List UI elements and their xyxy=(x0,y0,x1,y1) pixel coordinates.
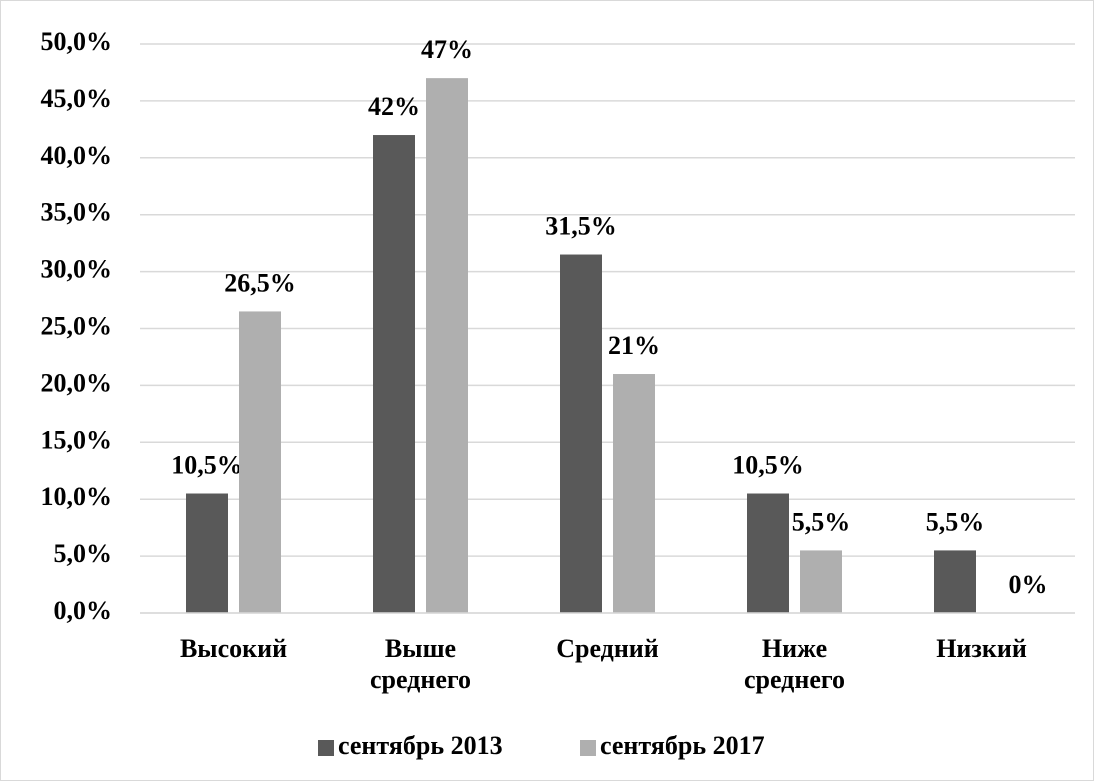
data-label: 42% xyxy=(368,92,420,121)
bar xyxy=(239,311,281,613)
data-label: 5,5% xyxy=(926,507,985,536)
bar xyxy=(934,550,976,613)
y-tick-label: 0,0% xyxy=(54,596,113,625)
data-label: 26,5% xyxy=(224,268,296,297)
bar xyxy=(560,254,602,613)
data-label: 21% xyxy=(608,331,660,360)
y-tick-label: 30,0% xyxy=(41,255,113,284)
y-tick-label: 20,0% xyxy=(41,368,113,397)
y-tick-label: 25,0% xyxy=(41,311,113,340)
bar xyxy=(800,550,842,613)
data-label: 5,5% xyxy=(792,507,851,536)
legend-label: сентябрь 2013 xyxy=(338,731,503,760)
bar xyxy=(747,493,789,613)
data-label: 0% xyxy=(1009,570,1048,599)
y-tick-label: 40,0% xyxy=(41,141,113,170)
x-tick-label: Высокий xyxy=(179,634,288,663)
bar xyxy=(426,78,468,613)
legend-swatch xyxy=(580,740,596,756)
y-tick-label: 5,0% xyxy=(54,539,113,568)
x-tick-label: Выше среднего xyxy=(369,634,472,694)
data-label: 31,5% xyxy=(545,211,617,240)
legend-label: сентябрь 2017 xyxy=(600,731,765,760)
y-tick-label: 50,0% xyxy=(41,27,113,56)
x-tick-label: Ниже среднего xyxy=(743,634,846,694)
data-label: 10,5% xyxy=(732,450,804,479)
y-tick-label: 45,0% xyxy=(41,84,113,113)
y-tick-label: 10,0% xyxy=(41,482,113,511)
data-label: 47% xyxy=(421,35,473,64)
legend-swatch xyxy=(318,740,334,756)
x-tick-label: Средний xyxy=(556,634,659,663)
data-label: 10,5% xyxy=(171,450,243,479)
y-tick-label: 15,0% xyxy=(41,425,113,454)
y-tick-label: 35,0% xyxy=(41,198,113,227)
x-tick-label: Низкий xyxy=(936,634,1027,663)
bar xyxy=(186,493,228,613)
bar xyxy=(373,135,415,614)
bar xyxy=(613,374,655,613)
